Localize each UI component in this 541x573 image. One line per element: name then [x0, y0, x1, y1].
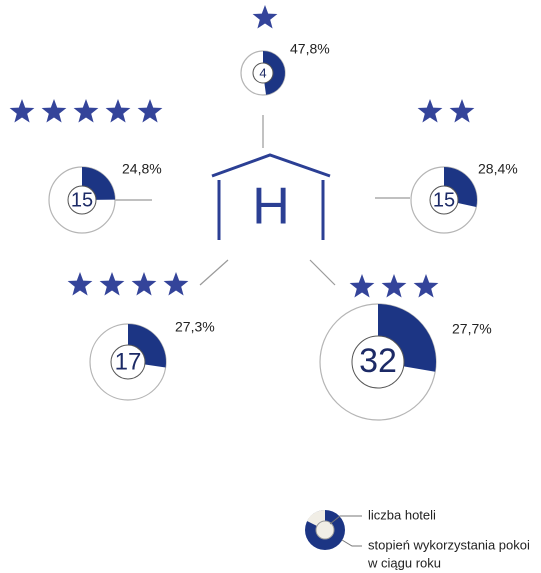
star	[67, 272, 93, 296]
hotel-count: 15	[71, 189, 93, 211]
star	[99, 272, 125, 296]
occupancy-label: 28,4%	[478, 161, 518, 177]
hotel-count: 17	[115, 348, 142, 375]
legend-label: stopień wykorzystania pokoi	[368, 537, 530, 552]
hotel-count: 15	[433, 189, 455, 211]
star	[73, 99, 99, 123]
occupancy-label: 24,8%	[122, 161, 162, 177]
donut-hole	[110, 344, 146, 380]
donut-wedge	[263, 51, 285, 95]
occupancy-label: 27,3%	[175, 319, 215, 335]
donut-hole	[351, 335, 405, 389]
star	[252, 5, 278, 29]
star	[349, 274, 375, 298]
donut-hole	[429, 185, 459, 215]
legend-pointer	[341, 539, 362, 547]
legend-label: liczba hoteli	[368, 507, 436, 522]
legend-label: w ciągu roku	[367, 555, 441, 570]
star	[105, 99, 131, 123]
hotel-count: 32	[359, 342, 397, 380]
connector	[309, 259, 336, 286]
star	[417, 99, 443, 123]
building-icon	[211, 153, 331, 240]
connectors	[115, 115, 410, 286]
donut-hole	[252, 62, 274, 84]
star	[413, 274, 439, 298]
building-letter: H	[252, 178, 290, 236]
star	[163, 272, 189, 296]
star	[9, 99, 35, 123]
star	[381, 274, 407, 298]
star	[449, 99, 475, 123]
donut-hole	[67, 185, 97, 215]
legend-pointer	[329, 515, 362, 525]
star	[41, 99, 67, 123]
hotel-count: 4	[259, 65, 266, 80]
connector	[199, 259, 229, 286]
occupancy-label: 47,8%	[290, 41, 330, 57]
roof	[211, 153, 331, 178]
legend: liczba hoteli stopień wykorzystania poko…	[305, 507, 530, 570]
legend-hole	[315, 520, 335, 540]
star	[131, 272, 157, 296]
star	[137, 99, 163, 123]
occupancy-label: 27,7%	[452, 321, 492, 337]
